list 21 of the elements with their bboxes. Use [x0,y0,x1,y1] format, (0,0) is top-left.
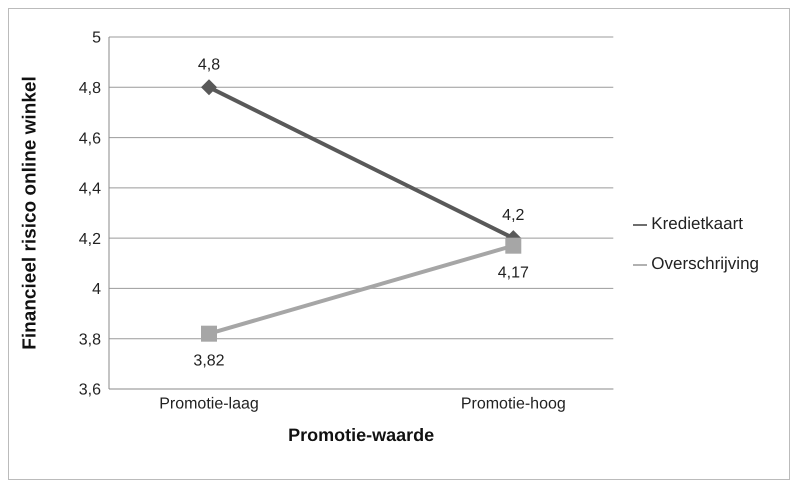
y-tick-label: 3,6 [78,382,102,399]
legend-label: Kredietkaart [651,214,743,233]
point [201,326,217,342]
x-tick-label: Promotie-hoog [460,395,566,412]
data-label: 4,17 [498,264,529,282]
y-tick-label: 4,8 [78,80,102,97]
y-tick-label: 3,8 [78,331,102,348]
data-label: 4,2 [502,207,525,224]
point [505,238,522,254]
x-tick-label: Promotie-laag [159,395,259,412]
y-axis-title: Financieel risico online winkel [20,76,41,350]
y-tick-label: 4,4 [78,180,102,198]
data-label: 4,8 [198,56,220,74]
point [201,79,217,96]
data-label: 3,82 [193,352,225,370]
y-tick-label: 4,6 [78,130,102,148]
y-tick-label: 4 [92,281,102,298]
y-tick-label: 4,2 [78,230,102,248]
y-tick-label: 5 [92,30,102,47]
legend-label: Overschrijving [651,254,759,273]
x-axis-title: Promotie-waarde [288,425,434,445]
